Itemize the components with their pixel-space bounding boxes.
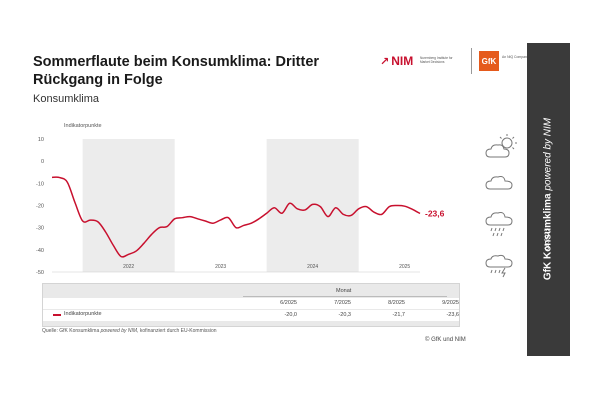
table-month: 7/2025	[334, 300, 351, 306]
nim-arrow-icon: ↗	[380, 56, 390, 68]
y-tick-label: -40	[36, 248, 44, 254]
table-month-row: 6/2025 7/2025 8/2025 9/2025	[43, 298, 459, 309]
gfk-logo: GfK	[479, 51, 499, 71]
y-axis-label: Indikatorpunkte	[64, 123, 102, 129]
shaded-year-band	[82, 139, 175, 272]
nim-logo-label: NIM	[391, 54, 414, 68]
table-value: -20,0	[284, 312, 297, 318]
x-year-label: 2023	[215, 264, 226, 270]
source-suffix: , kofinanziert durch EU-Kommission	[137, 328, 217, 334]
y-tick-label: 10	[38, 137, 44, 143]
table-header-rule	[243, 296, 447, 297]
y-tick-label: -30	[36, 226, 44, 232]
end-value-label: -23,6	[425, 208, 445, 218]
x-year-label: 2024	[307, 264, 318, 270]
source-prefix: Quelle: GfK Konsumklima	[42, 328, 101, 334]
table-value: -21,7	[392, 312, 405, 318]
table-value: -20,3	[338, 312, 351, 318]
data-table: Monat 6/2025 7/2025 8/2025 9/2025 -20,0 …	[42, 283, 460, 327]
series-line-indikatorpunkte	[51, 176, 421, 258]
nim-logo: ↗ NIM	[380, 54, 413, 68]
table-month: 6/2025	[280, 300, 297, 306]
y-tick-label: -50	[36, 270, 44, 276]
page-title: Sommerflaute beim Konsumklima: Dritter R…	[33, 54, 320, 88]
y-tick-label: 0	[41, 159, 44, 165]
shaded-year-band	[266, 139, 359, 272]
nim-tagline: Nuremberg Institute for Market Decisions	[420, 56, 453, 64]
source-note: Quelle: GfK Konsumklima powered by NIM, …	[42, 328, 217, 334]
y-tick-label: -20	[36, 204, 44, 210]
source-italic: powered by NIM	[100, 328, 138, 334]
x-year-label: 2022	[123, 264, 134, 270]
sidebar-band: GfK Konsumklima powered by NIM 08.2025	[527, 43, 570, 356]
table-month: 9/2025	[442, 300, 459, 306]
table-value-row: -20,0 -20,3 -21,7 -23,6	[43, 310, 459, 321]
sun-cloud-icon	[485, 134, 517, 158]
legend-label: Indikatorpunkte	[64, 311, 102, 317]
gfk-tagline: An NIQ Company	[502, 55, 529, 59]
thunderstorm-icon	[485, 254, 513, 278]
logo-divider	[471, 48, 472, 74]
cloud-icon	[485, 176, 513, 190]
y-tick-label: -10	[36, 181, 44, 187]
copyright: © GfK und NIM	[425, 337, 466, 343]
table-month: 8/2025	[388, 300, 405, 306]
table-header: Monat	[336, 288, 352, 294]
legend-swatch	[53, 314, 61, 316]
page-subtitle: Konsumklima	[33, 93, 100, 105]
rain-cloud-icon	[485, 212, 513, 237]
x-year-label: 2025	[399, 264, 410, 270]
table-value: -23,6	[446, 312, 459, 318]
logo-area: ↗ NIM Nuremberg Institute for Market Deci…	[380, 46, 530, 80]
